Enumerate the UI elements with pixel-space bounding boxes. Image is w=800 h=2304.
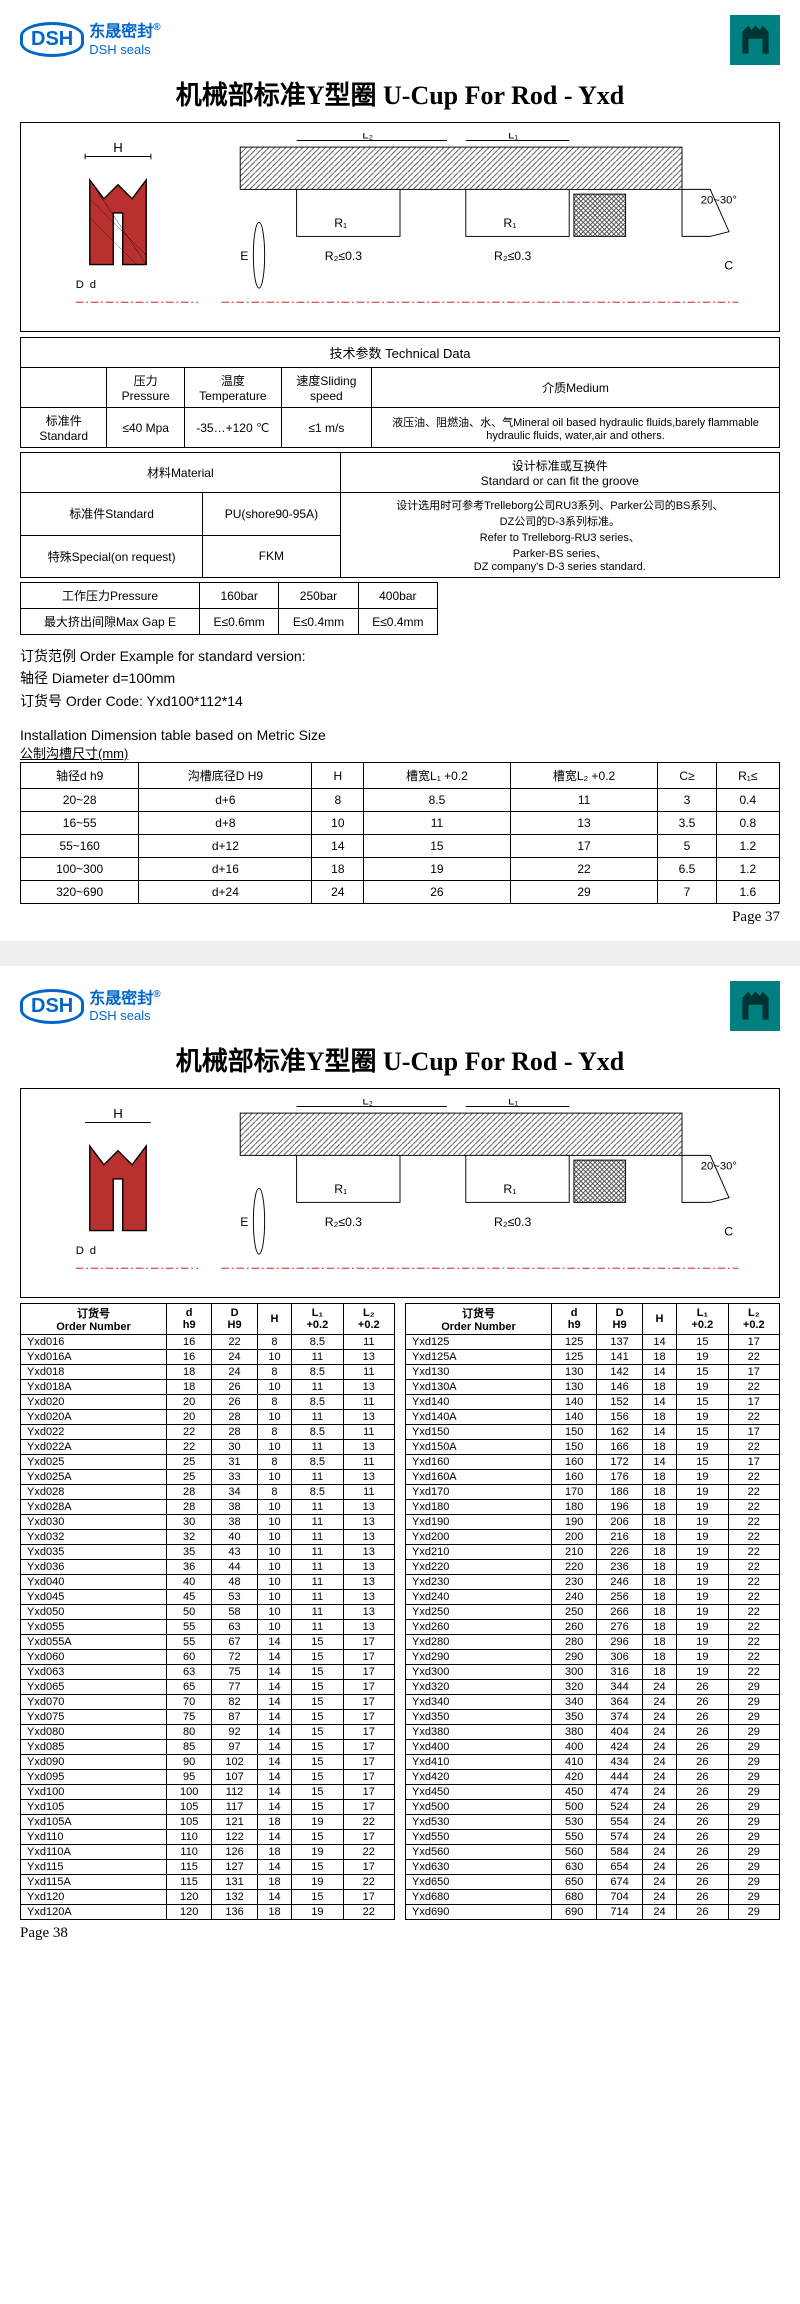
- diagram-svg: H Dd R₁ R₁ R₂≤0.3 R₂≤0.3 20~30° C L₂ L₁ E: [31, 133, 769, 321]
- svg-text:H: H: [113, 140, 123, 155]
- svg-text:d: d: [90, 279, 96, 291]
- svg-text:L₂: L₂: [362, 133, 373, 142]
- page-38: DSH 东晟密封® DSH seals 机械部标准Y型圈 U-Cup For R…: [0, 966, 800, 1957]
- tech-data-table: 技术参数 Technical Data 压力Pressure温度Temperat…: [20, 337, 780, 448]
- dimension-table: 轴径d h9沟槽底径D H9H槽宽L₁ +0.2槽宽L₂ +0.2C≥R₁≤20…: [20, 762, 780, 904]
- svg-text:C: C: [724, 1224, 733, 1238]
- material-table: 材料Material设计标准或互换件 Standard or can fit t…: [20, 452, 780, 578]
- page-title: 机械部标准Y型圈 U-Cup For Rod - Yxd: [20, 75, 780, 112]
- size-table-left: 订货号 Order Numberd h9D H9HL₁ +0.2L₂ +0.2Y…: [20, 1303, 395, 1920]
- svg-text:R₁: R₁: [334, 216, 347, 230]
- svg-text:L₂: L₂: [362, 1099, 373, 1108]
- page-title: 机械部标准Y型圈 U-Cup For Rod - Yxd: [20, 1041, 780, 1078]
- svg-text:R₁: R₁: [503, 216, 516, 230]
- page-number: Page 38: [20, 1925, 780, 1942]
- seal-profile-icon: [730, 15, 780, 65]
- svg-text:R₂≤0.3: R₂≤0.3: [325, 1215, 362, 1229]
- logo-badge: DSH: [20, 22, 84, 57]
- svg-text:E: E: [240, 1215, 248, 1229]
- page-37: DSH 东晟密封® DSH seals 机械部标准Y型圈 U-Cup For R…: [0, 0, 800, 941]
- svg-text:C: C: [724, 258, 733, 272]
- gap-table: 工作压力Pressure160bar250bar400bar 最大挤出间隙Max…: [20, 582, 438, 635]
- svg-text:20~30°: 20~30°: [701, 195, 737, 207]
- logo-text: 东晟密封® DSH seals: [89, 22, 160, 57]
- logo: DSH 东晟密封® DSH seals: [20, 989, 161, 1024]
- svg-text:R₁: R₁: [334, 1182, 347, 1196]
- svg-text:H: H: [113, 1106, 123, 1121]
- svg-text:R₂≤0.3: R₂≤0.3: [325, 249, 362, 263]
- seal-profile-icon: [730, 981, 780, 1031]
- svg-text:R₁: R₁: [503, 1182, 516, 1196]
- header: DSH 东晟密封® DSH seals: [20, 15, 780, 65]
- size-tables: 订货号 Order Numberd h9D H9HL₁ +0.2L₂ +0.2Y…: [20, 1303, 780, 1920]
- page-divider: [0, 941, 800, 966]
- svg-text:E: E: [240, 249, 248, 263]
- logo: DSH 东晟密封® DSH seals: [20, 22, 161, 57]
- size-table-right: 订货号 Order Numberd h9D H9HL₁ +0.2L₂ +0.2Y…: [405, 1303, 780, 1920]
- install-sub: 公制沟槽尺寸(mm): [20, 743, 780, 762]
- technical-diagram: H Dd R₁ R₁ R₂≤0.3 R₂≤0.3 20~30° C L₂ L₁ E: [20, 122, 780, 332]
- svg-text:L₁: L₁: [508, 133, 518, 142]
- order-example: 订货范例 Order Example for standard version:…: [20, 645, 780, 712]
- header: DSH 东晟密封® DSH seals: [20, 981, 780, 1031]
- svg-text:R₂≤0.3: R₂≤0.3: [494, 1215, 531, 1229]
- svg-text:20~30°: 20~30°: [701, 1161, 737, 1173]
- svg-text:D: D: [76, 1245, 84, 1257]
- svg-text:d: d: [90, 1245, 96, 1257]
- page-number: Page 37: [20, 909, 780, 926]
- technical-diagram: H Dd R₁ R₁ R₂≤0.3 R₂≤0.3 20~30° C L₂ L₁ E: [20, 1088, 780, 1298]
- install-title: Installation Dimension table based on Me…: [20, 727, 780, 743]
- svg-text:L₁: L₁: [508, 1099, 518, 1108]
- svg-text:D: D: [76, 279, 84, 291]
- svg-text:R₂≤0.3: R₂≤0.3: [494, 249, 531, 263]
